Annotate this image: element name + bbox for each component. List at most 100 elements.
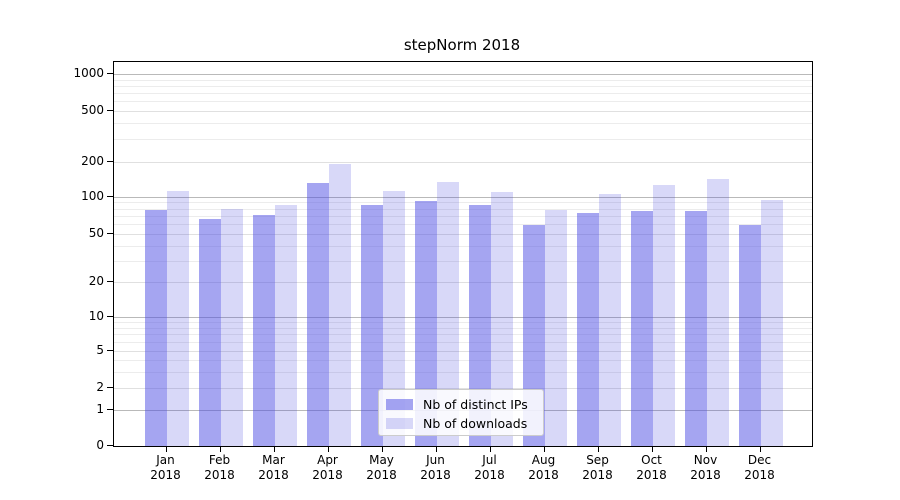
bar-downloads-oct xyxy=(652,184,675,446)
y-tick-mark xyxy=(107,195,113,197)
x-tick-label-may: May 2018 xyxy=(366,453,397,482)
x-tick-mark xyxy=(381,446,383,452)
bar-downloads-jun xyxy=(436,181,459,446)
minor-gridline xyxy=(114,322,812,324)
x-tick-label-aug: Aug 2018 xyxy=(528,453,559,482)
bar-downloads-jul xyxy=(490,191,513,446)
y-tick-label: 50 xyxy=(88,226,104,240)
x-tick-label-jul: Jul 2018 xyxy=(474,453,505,482)
x-tick-label-jun: Jun 2018 xyxy=(420,453,451,482)
x-tick-label-jan: Jan 2018 xyxy=(150,453,181,482)
x-tick-mark xyxy=(435,446,437,452)
x-tick-mark xyxy=(651,446,653,452)
minor-gridline xyxy=(114,342,812,344)
gridline xyxy=(114,161,812,163)
x-tick-label-oct: Oct 2018 xyxy=(636,453,667,482)
x-tick-mark xyxy=(273,446,275,452)
major-gridline xyxy=(114,196,812,198)
bar-distinct-ips-feb xyxy=(198,219,221,446)
bar-distinct-ips-oct xyxy=(630,211,653,446)
x-tick-label-dec: Dec 2018 xyxy=(744,453,775,482)
y-tick-label: 2 xyxy=(96,380,104,394)
bar-distinct-ips-mar xyxy=(252,215,275,446)
bar-downloads-feb xyxy=(220,208,243,446)
minor-gridline xyxy=(114,101,812,103)
minor-gridline xyxy=(114,79,812,81)
y-tick-mark xyxy=(107,160,113,162)
bar-downloads-aug xyxy=(544,210,567,446)
y-tick-label: 0 xyxy=(96,438,104,452)
minor-gridline xyxy=(114,215,812,217)
minor-gridline xyxy=(114,123,812,125)
legend: Nb of distinct IPs Nb of downloads xyxy=(378,389,544,436)
y-tick-mark xyxy=(107,409,113,410)
minor-gridline xyxy=(114,245,812,247)
x-tick-label-feb: Feb 2018 xyxy=(204,453,235,482)
major-gridline xyxy=(114,317,812,318)
minor-gridline xyxy=(114,360,812,361)
x-tick-mark xyxy=(327,446,329,452)
major-gridline xyxy=(114,74,812,76)
x-tick-label-apr: Apr 2018 xyxy=(312,453,343,482)
minor-gridline xyxy=(114,327,812,329)
y-tick-label: 500 xyxy=(81,103,104,117)
gridline xyxy=(114,111,812,112)
y-tick-label: 20 xyxy=(88,274,104,288)
bar-distinct-ips-jul xyxy=(468,204,491,446)
y-tick-label: 5 xyxy=(96,343,104,357)
bar-distinct-ips-apr xyxy=(306,183,329,446)
minor-gridline xyxy=(114,224,812,226)
bar-distinct-ips-may xyxy=(360,204,383,446)
bar-distinct-ips-sep xyxy=(576,212,599,446)
y-tick-mark xyxy=(107,281,113,282)
bar-distinct-ips-dec xyxy=(738,225,761,446)
minor-gridline xyxy=(114,260,812,262)
gridline xyxy=(114,388,812,389)
y-tick-mark xyxy=(107,445,113,446)
bar-downloads-may xyxy=(382,191,405,446)
x-tick-mark xyxy=(759,446,761,452)
gridline xyxy=(114,234,812,235)
bar-downloads-sep xyxy=(598,194,621,446)
chart-title: stepNorm 2018 xyxy=(403,36,521,54)
bar-distinct-ips-jun xyxy=(414,200,437,446)
y-tick-label: 200 xyxy=(81,153,104,168)
y-tick-mark xyxy=(107,110,113,111)
minor-gridline xyxy=(114,86,812,88)
y-tick-label: 10 xyxy=(88,309,104,323)
y-tick-mark xyxy=(107,350,113,351)
minor-gridline xyxy=(114,371,812,373)
bar-downloads-apr xyxy=(328,164,351,446)
minor-gridline xyxy=(114,202,812,204)
legend-label-distinct-ips: Nb of distinct IPs xyxy=(423,397,528,412)
bar-downloads-nov xyxy=(706,178,729,446)
y-tick-label: 1 xyxy=(96,402,104,416)
legend-swatch-distinct-ips xyxy=(386,399,413,410)
y-tick-mark xyxy=(107,73,113,75)
minor-gridline xyxy=(114,334,812,336)
x-tick-label-mar: Mar 2018 xyxy=(258,453,289,482)
legend-item-downloads: Nb of downloads xyxy=(386,414,535,433)
y-tick-mark xyxy=(107,233,113,234)
bar-downloads-dec xyxy=(760,200,783,446)
x-tick-mark xyxy=(597,446,599,452)
minor-gridline xyxy=(114,93,812,95)
bar-distinct-ips-nov xyxy=(684,210,707,446)
x-tick-mark xyxy=(165,446,167,452)
bar-downloads-jan xyxy=(166,190,189,446)
x-tick-mark xyxy=(489,446,491,452)
y-tick-label: 1000 xyxy=(73,66,104,81)
x-tick-label-nov: Nov 2018 xyxy=(690,453,721,482)
bar-downloads-mar xyxy=(274,205,297,446)
x-tick-mark xyxy=(219,446,221,452)
gridline xyxy=(114,351,812,352)
legend-label-downloads: Nb of downloads xyxy=(423,416,528,431)
legend-swatch-downloads xyxy=(386,418,413,429)
x-tick-mark xyxy=(705,446,707,452)
x-tick-mark xyxy=(543,446,545,452)
minor-gridline xyxy=(114,208,812,210)
minor-gridline xyxy=(114,139,812,141)
y-tick-mark xyxy=(107,316,113,317)
y-tick-mark xyxy=(107,387,113,388)
